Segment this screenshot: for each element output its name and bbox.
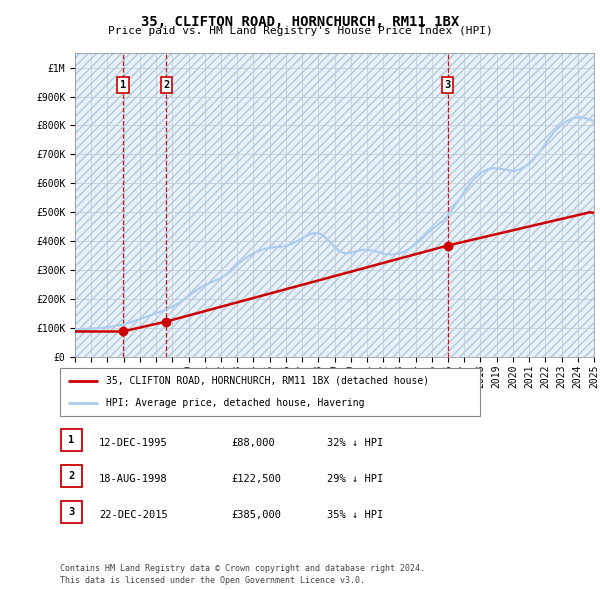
Text: Contains HM Land Registry data © Crown copyright and database right 2024.
This d: Contains HM Land Registry data © Crown c… [60, 564, 425, 585]
Text: 1: 1 [120, 80, 126, 90]
Text: 18-AUG-1998: 18-AUG-1998 [99, 474, 168, 484]
Text: £122,500: £122,500 [231, 474, 281, 484]
Text: 2: 2 [68, 471, 74, 481]
Text: 35, CLIFTON ROAD, HORNCHURCH, RM11 1BX (detached house): 35, CLIFTON ROAD, HORNCHURCH, RM11 1BX (… [106, 376, 430, 386]
Text: £88,000: £88,000 [231, 438, 275, 448]
Text: HPI: Average price, detached house, Havering: HPI: Average price, detached house, Have… [106, 398, 365, 408]
Text: Price paid vs. HM Land Registry's House Price Index (HPI): Price paid vs. HM Land Registry's House … [107, 26, 493, 36]
Text: 12-DEC-1995: 12-DEC-1995 [99, 438, 168, 448]
Text: £385,000: £385,000 [231, 510, 281, 520]
Text: 3: 3 [68, 507, 74, 517]
Text: 35, CLIFTON ROAD, HORNCHURCH, RM11 1BX: 35, CLIFTON ROAD, HORNCHURCH, RM11 1BX [141, 15, 459, 29]
Text: 35% ↓ HPI: 35% ↓ HPI [327, 510, 383, 520]
Text: 29% ↓ HPI: 29% ↓ HPI [327, 474, 383, 484]
Text: 32% ↓ HPI: 32% ↓ HPI [327, 438, 383, 448]
Text: 22-DEC-2015: 22-DEC-2015 [99, 510, 168, 520]
Text: 3: 3 [445, 80, 451, 90]
Text: 1: 1 [68, 435, 74, 445]
Text: 2: 2 [163, 80, 169, 90]
